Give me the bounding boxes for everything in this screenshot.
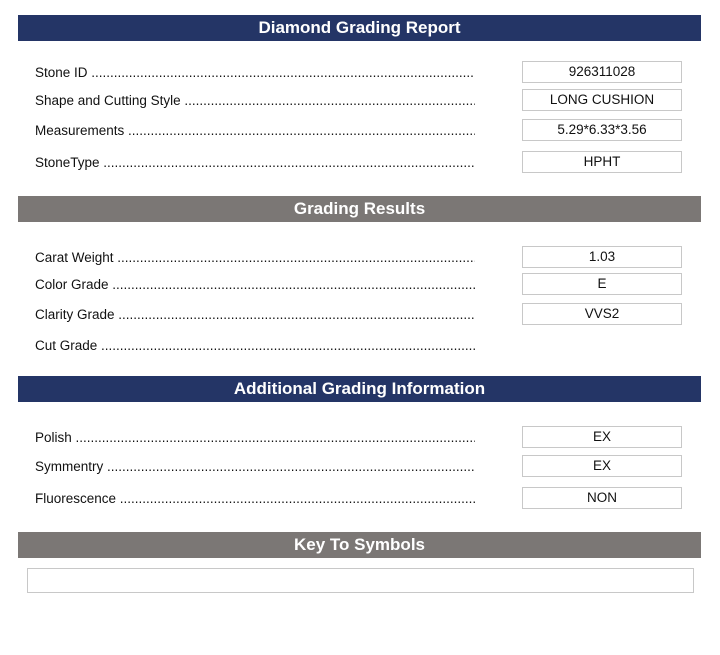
row-color-grade: Color Grade E: [0, 273, 720, 297]
field-value: NON: [522, 487, 682, 509]
field-value: EX: [522, 455, 682, 477]
field-label: Shape and Cutting Style: [35, 93, 475, 108]
field-value: LONG CUSHION: [522, 89, 682, 111]
field-label: Symmentry: [35, 459, 475, 474]
field-label: Carat Weight: [35, 250, 475, 265]
field-label: Fluorescence: [35, 491, 475, 506]
field-label: Color Grade: [35, 277, 475, 292]
row-carat-weight: Carat Weight 1.03: [0, 246, 720, 270]
row-stone-type: StoneType HPHT: [0, 151, 720, 175]
section-header-grading-results: Grading Results: [18, 196, 701, 222]
field-label: Cut Grade: [35, 338, 475, 353]
field-label: Polish: [35, 430, 475, 445]
row-stone-id: Stone ID 926311028: [0, 61, 720, 85]
row-cut-grade: Cut Grade: [0, 334, 720, 358]
field-label: Clarity Grade: [35, 307, 475, 322]
key-to-symbols-box: [27, 568, 694, 593]
field-label: Measurements: [35, 123, 475, 138]
field-value: E: [522, 273, 682, 295]
field-label: Stone ID: [35, 65, 475, 80]
row-measurements: Measurements 5.29*6.33*3.56: [0, 119, 720, 143]
field-value: 1.03: [522, 246, 682, 268]
row-symmetry: Symmentry EX: [0, 455, 720, 479]
section-header-key-to-symbols: Key To Symbols: [18, 532, 701, 558]
row-clarity-grade: Clarity Grade VVS2: [0, 303, 720, 327]
field-value: 926311028: [522, 61, 682, 83]
section-header-diamond-grading-report: Diamond Grading Report: [18, 15, 701, 41]
field-value: EX: [522, 426, 682, 448]
section-header-additional-grading: Additional Grading Information: [18, 376, 701, 402]
field-value: VVS2: [522, 303, 682, 325]
row-shape: Shape and Cutting Style LONG CUSHION: [0, 89, 720, 113]
field-value: 5.29*6.33*3.56: [522, 119, 682, 141]
field-label: StoneType: [35, 155, 475, 170]
row-polish: Polish EX: [0, 426, 720, 450]
row-fluorescence: Fluorescence NON: [0, 487, 720, 511]
field-value: HPHT: [522, 151, 682, 173]
